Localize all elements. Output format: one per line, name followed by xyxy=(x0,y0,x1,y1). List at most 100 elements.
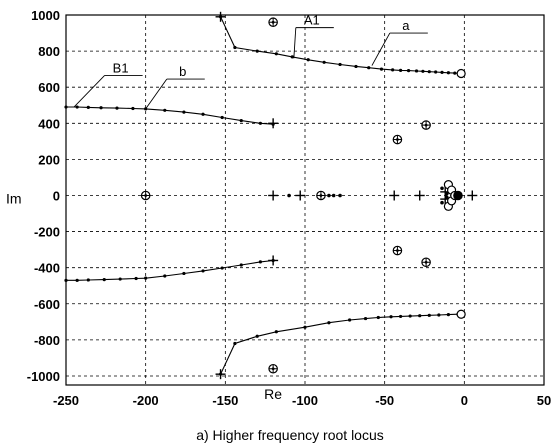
y-tick-label: 1000 xyxy=(31,8,60,23)
locus-point xyxy=(322,60,326,64)
locus-branch-line xyxy=(220,16,462,75)
circled-point-marker xyxy=(140,190,151,201)
locus-point xyxy=(408,314,412,318)
circled-point-center xyxy=(319,194,323,197)
locus-point xyxy=(437,313,441,317)
circled-point-marker xyxy=(421,257,431,268)
circled-point-marker xyxy=(392,134,403,145)
circled-point-center xyxy=(271,20,275,24)
annotation-label: b xyxy=(179,64,186,79)
locus-point xyxy=(75,105,79,109)
circled-point-marker xyxy=(421,120,431,130)
grid-lines xyxy=(66,15,544,385)
locus-point xyxy=(99,106,103,110)
locus-point xyxy=(64,105,68,109)
markers xyxy=(64,11,478,380)
locus-point xyxy=(274,330,278,334)
locus-point xyxy=(75,278,79,282)
locus-point xyxy=(453,71,457,75)
y-tick-label: 600 xyxy=(38,80,60,95)
pole-marker xyxy=(268,118,279,129)
locus-point xyxy=(258,260,262,264)
circled-point-marker xyxy=(268,363,278,374)
y-tick-label: 200 xyxy=(38,152,60,167)
origin-cluster-marker xyxy=(453,191,462,200)
x-tick-label: 0 xyxy=(461,393,468,408)
pole-marker xyxy=(215,369,226,380)
locus-point xyxy=(239,118,243,123)
pole-marker xyxy=(389,190,400,201)
annotation-label: a xyxy=(402,18,410,33)
annotation-leader xyxy=(145,78,168,110)
dot-marker xyxy=(440,186,444,191)
locus-point xyxy=(434,70,438,74)
locus-point xyxy=(274,52,278,56)
locus-point xyxy=(131,106,135,111)
locus-point xyxy=(182,110,186,114)
locus-point xyxy=(418,314,422,318)
locus-point xyxy=(440,70,444,74)
x-tick-label: -150 xyxy=(212,393,238,408)
locus-point xyxy=(338,62,342,67)
annotation-label: B1 xyxy=(113,60,129,75)
locus-point xyxy=(201,269,205,273)
chart-caption: a) Higher frequency root locus xyxy=(196,427,384,443)
locus-point xyxy=(115,106,119,110)
dot-marker xyxy=(440,200,444,205)
y-tick-label: -800 xyxy=(34,333,60,348)
circled-point-center xyxy=(424,260,428,264)
dot-marker xyxy=(331,193,336,198)
zero-marker xyxy=(456,68,466,79)
annotation-label: A1 xyxy=(304,13,320,28)
dot-marker xyxy=(327,193,331,198)
x-tick-label: -200 xyxy=(133,393,159,408)
locus-point xyxy=(367,66,371,70)
circled-point-marker xyxy=(268,17,278,28)
locus-point xyxy=(163,274,167,278)
locus-point xyxy=(233,341,237,346)
locus-point xyxy=(414,69,419,73)
locus-point xyxy=(220,115,224,120)
locus-point xyxy=(102,277,106,282)
x-tick-label: 50 xyxy=(537,393,551,408)
locus-point xyxy=(255,334,259,338)
y-tick-label: 0 xyxy=(53,188,60,203)
locus-point xyxy=(363,316,368,321)
locus-point xyxy=(118,277,122,281)
locus-point xyxy=(348,318,352,322)
locus-point xyxy=(220,266,224,270)
y-tick-label: 400 xyxy=(38,116,60,131)
locus-point xyxy=(376,315,380,320)
locus-point xyxy=(406,68,411,73)
circled-point-marker xyxy=(316,190,326,201)
locus-point xyxy=(290,55,294,59)
pole-marker xyxy=(295,190,306,201)
y-tick-label: 800 xyxy=(38,44,60,59)
locus-point xyxy=(421,69,425,73)
locus-point xyxy=(379,67,384,71)
locus-point xyxy=(391,68,395,72)
pole-marker xyxy=(215,11,226,22)
x-tick-labels: -250 -200 -150 -100 -50 0 50 xyxy=(53,393,551,408)
x-tick-label: -250 xyxy=(53,393,79,408)
locus-point xyxy=(306,58,310,62)
locus-point xyxy=(427,70,431,74)
x-tick-label: -50 xyxy=(375,393,394,408)
dot-marker xyxy=(287,193,291,198)
pole-marker xyxy=(268,190,279,201)
locus-point xyxy=(64,278,68,282)
pole-marker xyxy=(268,255,279,266)
locus-point xyxy=(354,64,358,69)
locus-point xyxy=(303,325,307,329)
locus-point xyxy=(233,45,237,50)
y-tick-label: -600 xyxy=(34,297,60,312)
x-axis-label: Re xyxy=(264,386,282,402)
locus-point xyxy=(446,71,450,75)
locus-branch-line xyxy=(66,106,274,125)
locus-point xyxy=(201,112,205,116)
locus-point xyxy=(182,271,186,276)
locus-point xyxy=(144,276,148,280)
circled-point-center xyxy=(396,249,399,252)
locus-point xyxy=(399,314,403,319)
